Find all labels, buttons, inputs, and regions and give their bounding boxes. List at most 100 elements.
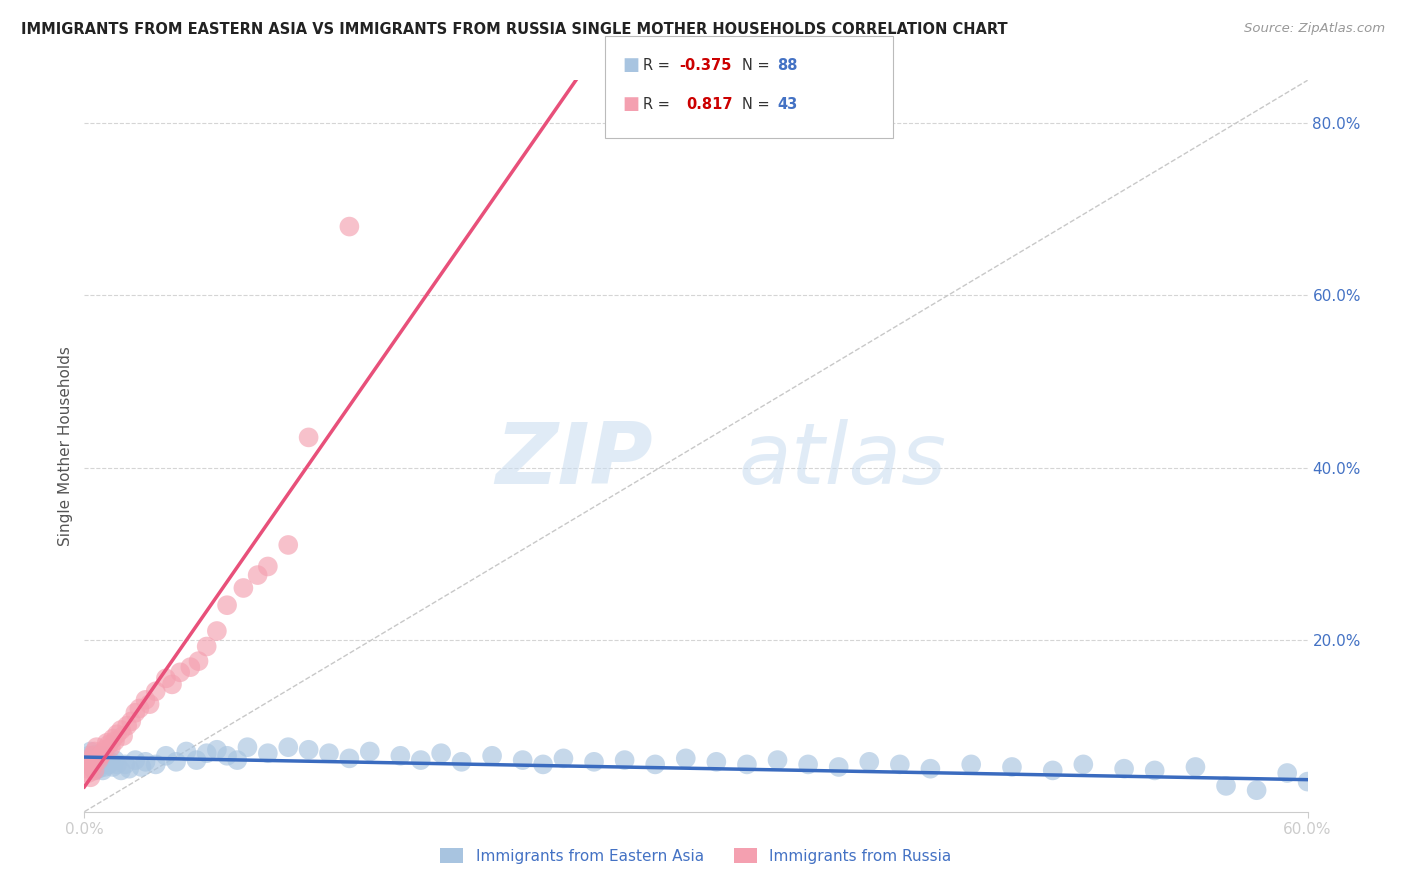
Text: ■: ■ bbox=[623, 56, 640, 74]
Point bbox=[960, 757, 983, 772]
Point bbox=[217, 598, 239, 612]
Point bbox=[1042, 764, 1064, 778]
Y-axis label: Single Mother Households: Single Mother Households bbox=[58, 346, 73, 546]
Point bbox=[277, 740, 299, 755]
Point bbox=[174, 744, 197, 758]
Point bbox=[100, 740, 122, 755]
Text: 88: 88 bbox=[778, 58, 799, 72]
Point bbox=[1296, 774, 1319, 789]
Point bbox=[91, 748, 114, 763]
Point bbox=[75, 753, 97, 767]
Point bbox=[1001, 760, 1024, 774]
Point bbox=[236, 740, 259, 755]
Point bbox=[91, 764, 114, 778]
Point bbox=[512, 753, 534, 767]
Point bbox=[105, 757, 128, 772]
Point bbox=[82, 748, 104, 763]
Point bbox=[706, 755, 728, 769]
Point bbox=[77, 766, 100, 780]
Point bbox=[83, 764, 105, 778]
Point bbox=[675, 751, 697, 765]
Point bbox=[481, 748, 503, 763]
Point bbox=[83, 744, 105, 758]
Text: R =: R = bbox=[643, 97, 673, 112]
Point bbox=[124, 706, 146, 720]
Point bbox=[79, 744, 101, 758]
Point bbox=[205, 624, 228, 638]
Point bbox=[1277, 766, 1299, 780]
Point bbox=[86, 753, 108, 767]
Point bbox=[82, 760, 104, 774]
Point bbox=[583, 755, 606, 769]
Text: IMMIGRANTS FROM EASTERN ASIA VS IMMIGRANTS FROM RUSSIA SINGLE MOTHER HOUSEHOLDS : IMMIGRANTS FROM EASTERN ASIA VS IMMIGRAN… bbox=[21, 22, 1008, 37]
Point bbox=[110, 764, 132, 778]
Point bbox=[797, 757, 820, 772]
Point bbox=[90, 751, 112, 765]
Point bbox=[1378, 779, 1400, 793]
Point bbox=[77, 757, 100, 772]
Point bbox=[553, 751, 575, 765]
Point bbox=[298, 743, 321, 757]
Point bbox=[1143, 764, 1166, 778]
Point bbox=[128, 701, 150, 715]
Text: ■: ■ bbox=[623, 95, 640, 113]
Point bbox=[90, 748, 112, 763]
Point bbox=[135, 755, 157, 769]
Point bbox=[120, 714, 142, 729]
Point bbox=[79, 770, 101, 784]
Point bbox=[77, 748, 100, 763]
Point bbox=[93, 743, 115, 757]
Point bbox=[97, 757, 120, 772]
Point bbox=[531, 757, 554, 772]
Point bbox=[889, 757, 911, 772]
Point bbox=[205, 743, 228, 757]
Text: ZIP: ZIP bbox=[495, 419, 654, 502]
Text: 0.817: 0.817 bbox=[686, 97, 733, 112]
Point bbox=[131, 760, 153, 774]
Point bbox=[318, 746, 340, 760]
Point bbox=[613, 753, 636, 767]
Point bbox=[828, 760, 851, 774]
Point bbox=[1073, 757, 1095, 772]
Point bbox=[86, 740, 108, 755]
Point bbox=[105, 727, 128, 741]
Point bbox=[79, 755, 101, 769]
Point bbox=[115, 719, 138, 733]
Point bbox=[138, 697, 160, 711]
Text: N =: N = bbox=[742, 97, 775, 112]
Point bbox=[86, 757, 108, 772]
Point bbox=[79, 753, 101, 767]
Point bbox=[155, 748, 177, 763]
Point bbox=[920, 762, 942, 776]
Point bbox=[104, 753, 127, 767]
Point bbox=[145, 757, 167, 772]
Point bbox=[145, 684, 167, 698]
Point bbox=[160, 677, 183, 691]
Point bbox=[1215, 779, 1237, 793]
Point bbox=[93, 760, 115, 774]
Point bbox=[298, 430, 321, 444]
Point bbox=[257, 746, 280, 760]
Point bbox=[83, 747, 105, 762]
Text: 43: 43 bbox=[778, 97, 797, 112]
Point bbox=[87, 753, 110, 767]
Point bbox=[1317, 772, 1340, 786]
Point bbox=[96, 753, 118, 767]
Point bbox=[339, 751, 361, 765]
Point bbox=[124, 753, 146, 767]
Point bbox=[766, 753, 789, 767]
Point bbox=[735, 757, 758, 772]
Point bbox=[217, 748, 239, 763]
Text: Source: ZipAtlas.com: Source: ZipAtlas.com bbox=[1244, 22, 1385, 36]
Point bbox=[450, 755, 472, 769]
Point bbox=[87, 762, 110, 776]
Point bbox=[93, 755, 115, 769]
Point bbox=[1184, 760, 1206, 774]
Point bbox=[430, 746, 453, 760]
Text: N =: N = bbox=[742, 58, 775, 72]
Point bbox=[96, 736, 118, 750]
Point bbox=[90, 757, 112, 772]
Point bbox=[118, 762, 141, 776]
Text: R =: R = bbox=[643, 58, 673, 72]
Point bbox=[87, 755, 110, 769]
